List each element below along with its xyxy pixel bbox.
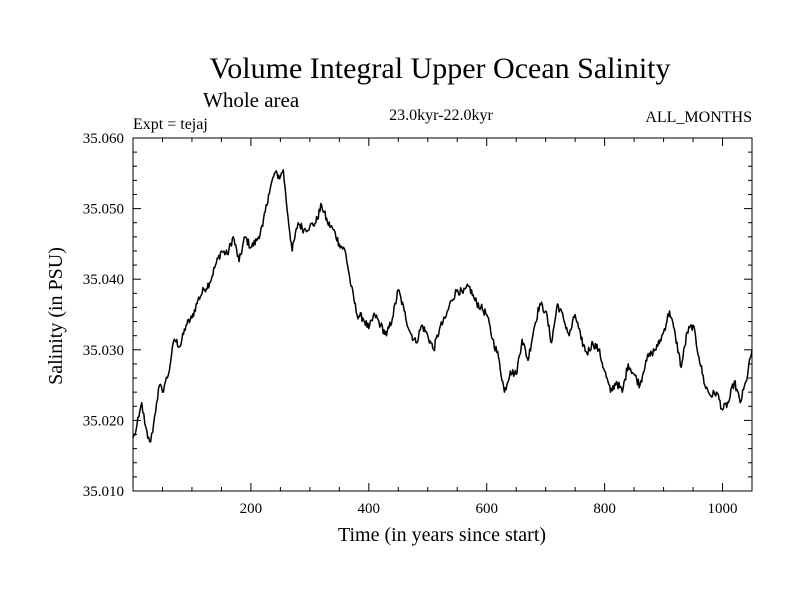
axis-ticks	[133, 137, 752, 492]
x-tick-label: 1000	[708, 501, 738, 517]
months-label: ALL_MONTHS	[645, 109, 752, 126]
plot-frame	[132, 137, 753, 492]
chart-title: Volume Integral Upper Ocean Salinity	[210, 52, 671, 85]
y-tick-label: 35.060	[83, 131, 124, 147]
x-tick-label: 400	[358, 501, 381, 517]
x-tick-label: 200	[240, 501, 263, 517]
x-tick-label: 600	[475, 501, 498, 517]
y-tick-label: 35.010	[83, 484, 124, 500]
experiment-label: Expt = tejaj	[133, 116, 208, 133]
y-tick-label: 35.040	[83, 272, 124, 288]
x-axis-label: Time (in years since start)	[338, 524, 546, 546]
y-tick-labels: 35.010 35.020 35.030 35.040 35.050 35.060	[83, 131, 124, 500]
y-tick-label: 35.030	[83, 343, 124, 359]
y-tick-label: 35.020	[83, 413, 124, 429]
x-tick-labels: 200 400 600 800 1000	[240, 501, 738, 517]
salinity-series-line	[132, 169, 753, 443]
y-axis-label: Salinity (in PSU)	[45, 247, 67, 385]
chart-subtitle: Whole area	[203, 88, 300, 112]
x-tick-label: 800	[593, 501, 616, 517]
y-tick-label: 35.050	[83, 202, 124, 218]
time-range-label: 23.0kyr-22.0kyr	[389, 107, 493, 124]
